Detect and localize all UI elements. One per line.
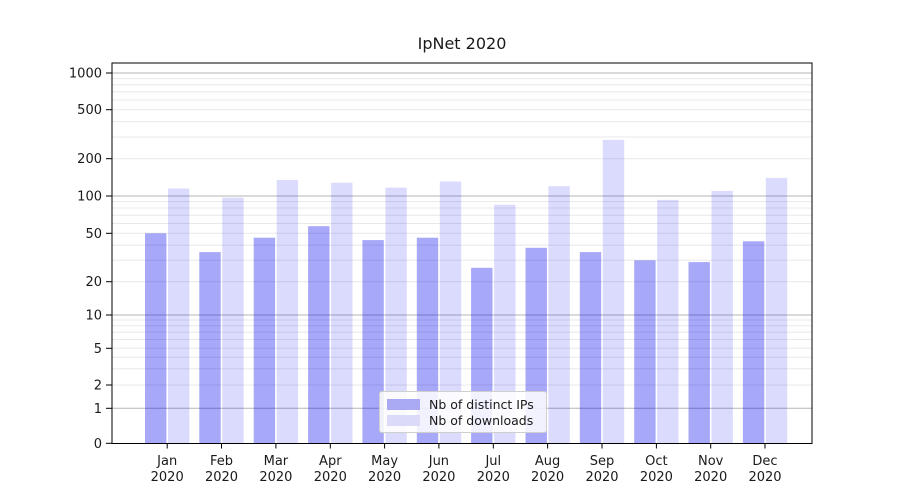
- x-tick-label-year: 2020: [205, 470, 238, 485]
- x-tick-label-year: 2020: [314, 470, 347, 485]
- legend-item-downloads: Nb of downloads: [387, 413, 539, 428]
- x-tick-label-month: May: [371, 454, 398, 469]
- x-tick-label-month: Sep: [590, 454, 615, 469]
- bar: [657, 199, 679, 444]
- y-axis: 0 1 2 5 10 20 50 100 200 500 1000: [69, 67, 112, 452]
- bar: [765, 177, 788, 444]
- y-tick-label: 10: [85, 309, 102, 324]
- minor-gridlines: [112, 78, 812, 386]
- x-tick-label-month: Mar: [264, 454, 289, 469]
- bar: [331, 182, 353, 444]
- x-tick-label-year: 2020: [151, 470, 184, 485]
- bar: [711, 190, 733, 444]
- y-tick-label: 1000: [69, 67, 102, 82]
- y-tick-label: 2: [94, 379, 102, 394]
- plot-border: [111, 62, 813, 444]
- x-tick-label-month: Nov: [698, 454, 724, 469]
- x-tick-label-year: 2020: [368, 470, 401, 485]
- bar: [308, 226, 330, 444]
- bar: [548, 186, 570, 444]
- legend-label-distinct-ips: Nb of distinct IPs: [429, 396, 534, 412]
- legend-label-downloads: Nb of downloads: [429, 412, 534, 428]
- bar: [602, 139, 625, 444]
- bar: [199, 252, 221, 444]
- x-tick-label-year: 2020: [531, 470, 564, 485]
- y-tick-label: 5: [94, 342, 102, 357]
- bar: [253, 237, 276, 444]
- bar: [222, 197, 244, 444]
- legend-swatch-distinct-ips: [387, 398, 420, 410]
- x-tick-label-month: Jun: [428, 454, 449, 469]
- x-tick-label-month: Aug: [535, 454, 560, 469]
- legend: Nb of distinct IPs Nb of downloads: [379, 391, 547, 433]
- bar: [439, 181, 462, 444]
- bar: [385, 187, 407, 444]
- x-tick-label-year: 2020: [748, 470, 781, 485]
- bar: [168, 188, 190, 444]
- bar: [742, 241, 765, 444]
- x-tick-label-month: Oct: [645, 454, 667, 469]
- x-tick-label-month: Jul: [484, 454, 501, 469]
- y-tick-label: 500: [77, 103, 102, 118]
- y-tick-label: 200: [77, 152, 102, 167]
- bar: [688, 262, 710, 444]
- bar: [579, 252, 602, 444]
- x-tick-label-month: Jan: [156, 454, 177, 469]
- x-tick-label-month: Apr: [319, 454, 342, 469]
- bar: [634, 260, 656, 444]
- x-tick-label-year: 2020: [640, 470, 673, 485]
- bars-downloads: [168, 139, 788, 444]
- legend-swatch-downloads: [387, 414, 420, 426]
- bar: [494, 204, 516, 444]
- legend-item-distinct-ips: Nb of distinct IPs: [387, 397, 539, 412]
- y-tick-label: 20: [85, 275, 102, 290]
- x-axis: Jan2020Feb2020Mar2020Apr2020May2020Jun20…: [151, 443, 782, 485]
- bar: [362, 240, 384, 444]
- y-tick-label: 50: [85, 227, 102, 242]
- x-tick-label-year: 2020: [477, 470, 510, 485]
- chart-title: IpNet 2020: [417, 34, 507, 53]
- x-tick-label-year: 2020: [585, 470, 618, 485]
- x-tick-label-year: 2020: [422, 470, 455, 485]
- y-tick-label: 100: [77, 190, 102, 205]
- bar: [145, 233, 167, 444]
- x-tick-label-month: Feb: [210, 454, 233, 469]
- x-tick-label-year: 2020: [259, 470, 292, 485]
- y-tick-label: 1: [94, 402, 102, 417]
- bar: [276, 179, 299, 444]
- x-tick-label-year: 2020: [694, 470, 727, 485]
- x-tick-label-month: Dec: [752, 454, 777, 469]
- y-tick-label: 0: [94, 437, 102, 452]
